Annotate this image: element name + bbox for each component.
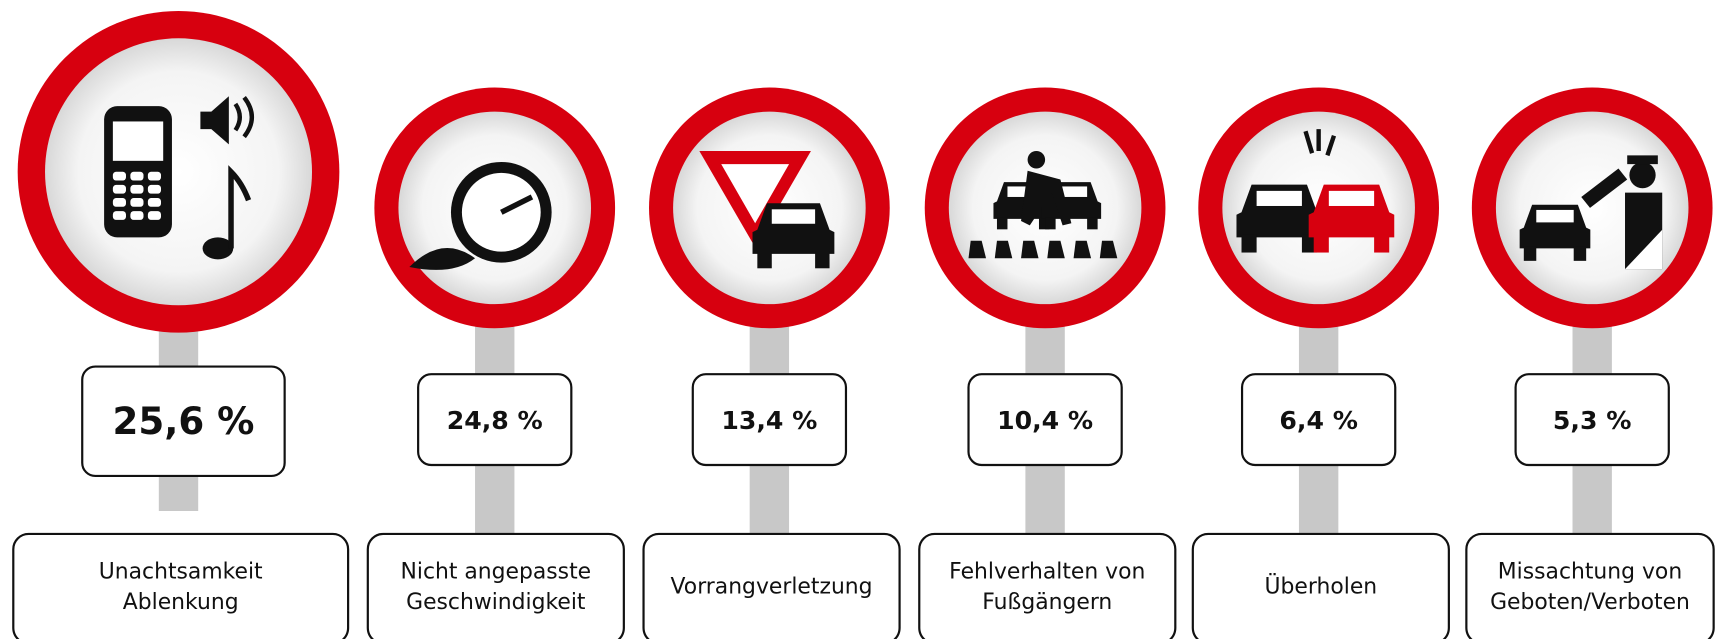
phone-screen xyxy=(113,121,163,160)
value-label: 10,4 % xyxy=(997,406,1093,435)
phone-key xyxy=(148,185,161,194)
wheel xyxy=(1524,246,1536,261)
value-label: 13,4 % xyxy=(721,406,817,435)
wheel xyxy=(1574,246,1586,261)
wheel xyxy=(1045,217,1056,229)
phone-key xyxy=(130,211,143,220)
category-label: Unachtsamkeit xyxy=(99,559,263,584)
phone-key xyxy=(148,172,161,181)
window xyxy=(1329,191,1374,206)
wheel xyxy=(1314,235,1329,253)
window xyxy=(1257,191,1302,206)
label-box xyxy=(919,534,1175,639)
wheel xyxy=(1374,235,1389,253)
police-head xyxy=(1629,162,1655,188)
sign-item: 5,3 % Missachtung von Geboten/Verboten xyxy=(1466,88,1713,639)
label-box xyxy=(1466,534,1713,639)
phone-key xyxy=(130,185,143,194)
sign-item: 10,4 % Fehlverhalten von Fußgängern xyxy=(919,88,1175,639)
wheel xyxy=(757,251,771,268)
sign-item: 13,4 % Vorrangverletzung xyxy=(644,88,900,639)
sign-item: 24,8 % Nicht angepasste Geschwindigkeit xyxy=(368,88,624,639)
category-label: Missachtung von xyxy=(1498,559,1682,584)
wheel xyxy=(997,217,1008,229)
phone-key xyxy=(113,198,126,207)
sign-item: 25,6 % Unachtsamkeit Ablenkung xyxy=(13,11,348,639)
category-label: Fehlverhalten von xyxy=(949,559,1145,584)
value-label: 24,8 % xyxy=(447,406,543,435)
value-label: 25,6 % xyxy=(112,399,254,443)
phone-key xyxy=(148,211,161,220)
phone-key xyxy=(113,211,126,220)
value-label: 5,3 % xyxy=(1553,406,1632,435)
category-label: Geschwindigkeit xyxy=(406,590,586,615)
category-label: Nicht angepasste xyxy=(401,559,592,584)
police-cap xyxy=(1627,155,1658,164)
page: 25,6 % Unachtsamkeit Ablenkung 24,8 % Nicht … xyxy=(0,0,1716,639)
pedestrian-head xyxy=(1028,151,1046,169)
value-label: 6,4 % xyxy=(1279,406,1358,435)
window xyxy=(772,209,815,223)
label-box xyxy=(13,534,348,639)
phone-key xyxy=(113,185,126,194)
category-label: Ablenkung xyxy=(123,590,239,615)
wheel xyxy=(1087,217,1098,229)
phone-key xyxy=(130,172,143,181)
category-label: Überholen xyxy=(1265,574,1378,600)
sign-face xyxy=(45,38,312,305)
window xyxy=(1536,210,1573,222)
category-label: Geboten/Verboten xyxy=(1490,590,1690,615)
phone-key xyxy=(130,198,143,207)
sign-item: 6,4 % Überholen xyxy=(1193,88,1449,639)
category-label: Vorrangverletzung xyxy=(671,575,873,600)
wheel xyxy=(1242,235,1257,253)
wheel xyxy=(815,251,829,268)
category-label: Fußgängern xyxy=(982,590,1112,615)
label-box xyxy=(368,534,624,639)
phone-key xyxy=(148,198,161,207)
phone-key xyxy=(113,172,126,181)
infographic: 25,6 % Unachtsamkeit Ablenkung 24,8 % Nicht … xyxy=(0,0,1716,639)
